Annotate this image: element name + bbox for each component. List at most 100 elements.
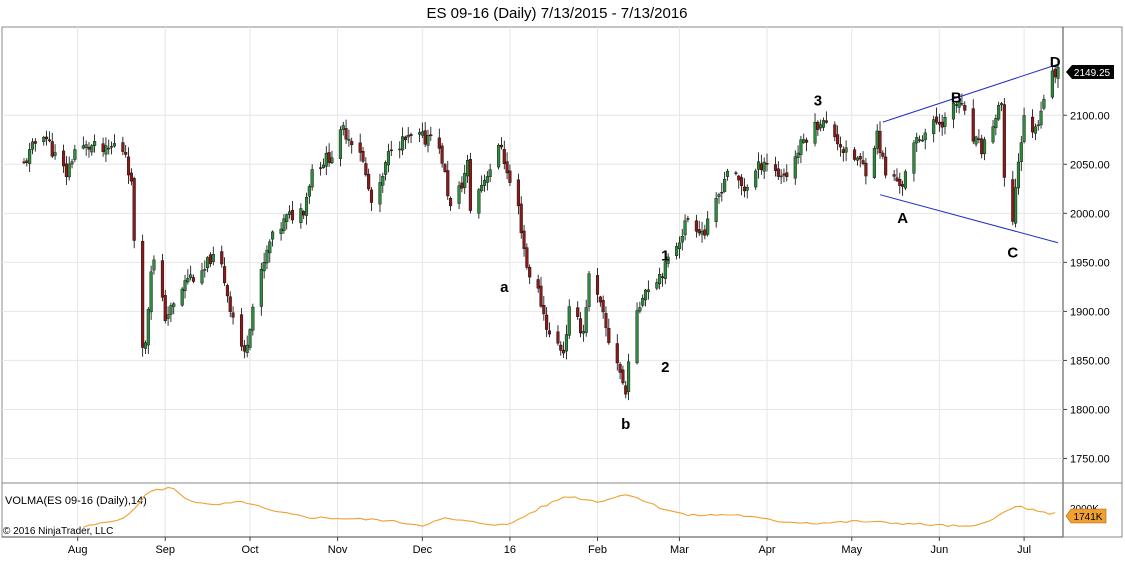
candle-body	[700, 230, 704, 235]
candle-body	[615, 343, 619, 364]
candle-body	[121, 142, 125, 152]
price-tick-label: 1750.00	[1070, 453, 1110, 465]
candle-body	[756, 161, 761, 170]
candle-body	[878, 131, 882, 154]
volume-last-badge: 1741K	[1065, 508, 1107, 524]
candle-body	[271, 231, 275, 240]
wave-label-1: 1	[661, 247, 669, 264]
candle-body	[81, 145, 85, 149]
candle-body	[872, 148, 876, 178]
candle-body	[30, 141, 35, 150]
candle-body	[268, 241, 272, 254]
candle-body	[861, 160, 865, 164]
candle-body	[262, 261, 266, 272]
time-tick-label: Apr	[758, 544, 775, 556]
candle-body	[960, 102, 964, 105]
candle-body	[87, 146, 91, 150]
candle-body	[912, 142, 916, 174]
candle-body	[898, 179, 902, 186]
candle-body	[299, 208, 303, 224]
candle-body	[971, 108, 975, 142]
candle-body	[93, 141, 97, 146]
candle-body	[742, 186, 746, 192]
candle-body	[703, 229, 707, 236]
candle-body	[180, 288, 184, 306]
wave-label-B: B	[951, 90, 962, 107]
candle-body	[714, 197, 718, 222]
wave-label-2: 2	[661, 359, 669, 376]
candle-body	[918, 139, 922, 141]
candle-body	[160, 260, 164, 298]
candle-body	[248, 329, 252, 348]
trend-lines	[879, 63, 1059, 244]
candle-body	[206, 257, 210, 269]
candle-body	[819, 124, 823, 129]
candle-body	[598, 296, 602, 303]
candle-body	[288, 211, 292, 215]
chart-title: ES 09-16 (Daily) 7/13/2015 - 7/13/2016	[427, 5, 688, 22]
candle-body	[923, 132, 927, 141]
candle-body	[779, 175, 783, 178]
candle-body	[1033, 126, 1037, 134]
candle-body	[304, 197, 309, 216]
candle-body	[522, 230, 526, 249]
candle-body	[84, 144, 88, 148]
candle-body	[853, 149, 857, 160]
candle-body	[983, 139, 987, 154]
candle-body	[765, 163, 769, 165]
candlestick-series	[22, 59, 1060, 401]
candle-body	[635, 310, 639, 364]
candle-body	[186, 278, 190, 283]
price-tick-label: 1800.00	[1070, 404, 1110, 416]
candle-body	[211, 254, 215, 262]
candle-body	[675, 246, 679, 256]
candle-body	[1039, 110, 1043, 126]
candle-body	[940, 121, 944, 128]
time-axis: Aug Sep Oct Nov Dec 16 Feb Mar Apr May Jun Jul	[68, 537, 1031, 556]
price-tick-label: 2100.00	[1070, 110, 1110, 122]
candle-body	[564, 334, 568, 352]
candle-body	[265, 249, 269, 264]
candle-body	[225, 285, 229, 297]
candle-body	[937, 121, 941, 125]
candle-body	[420, 131, 424, 136]
candle-body	[816, 121, 820, 130]
candle-body	[655, 282, 659, 289]
candle-body	[782, 173, 786, 176]
candle-body	[45, 136, 49, 140]
time-tick-label: Mar	[670, 544, 689, 556]
candle-body	[920, 139, 924, 142]
candle-body	[542, 305, 546, 315]
candle-body	[680, 236, 684, 243]
candle-body	[463, 172, 467, 188]
wave-label-D: D	[1050, 54, 1061, 71]
candle-body	[423, 130, 427, 145]
candle-body	[90, 145, 94, 153]
candle-body	[64, 163, 68, 177]
candle-body	[403, 136, 407, 141]
candle-body	[660, 276, 665, 278]
candle-body	[762, 161, 766, 172]
candle-body	[386, 151, 390, 166]
candle-body	[47, 139, 51, 142]
candle-body	[33, 141, 37, 144]
candle-body	[1042, 98, 1046, 109]
candle-body	[228, 296, 232, 312]
candle-body	[525, 247, 529, 268]
candle-body	[855, 157, 859, 161]
candle-body	[499, 144, 503, 148]
candle-body	[169, 305, 173, 315]
candle-body	[330, 157, 334, 164]
candle-body	[369, 189, 374, 203]
candle-body	[183, 280, 187, 292]
candle-body	[813, 122, 817, 144]
candle-body	[110, 146, 114, 148]
last-price-label: 2149.25	[1074, 68, 1111, 79]
candle-body	[638, 307, 642, 312]
candle-body	[717, 194, 721, 197]
candle-body	[802, 139, 806, 143]
candle-body	[53, 152, 57, 156]
last-price-badge: 2149.25	[1066, 65, 1114, 79]
candle-body	[858, 155, 862, 160]
